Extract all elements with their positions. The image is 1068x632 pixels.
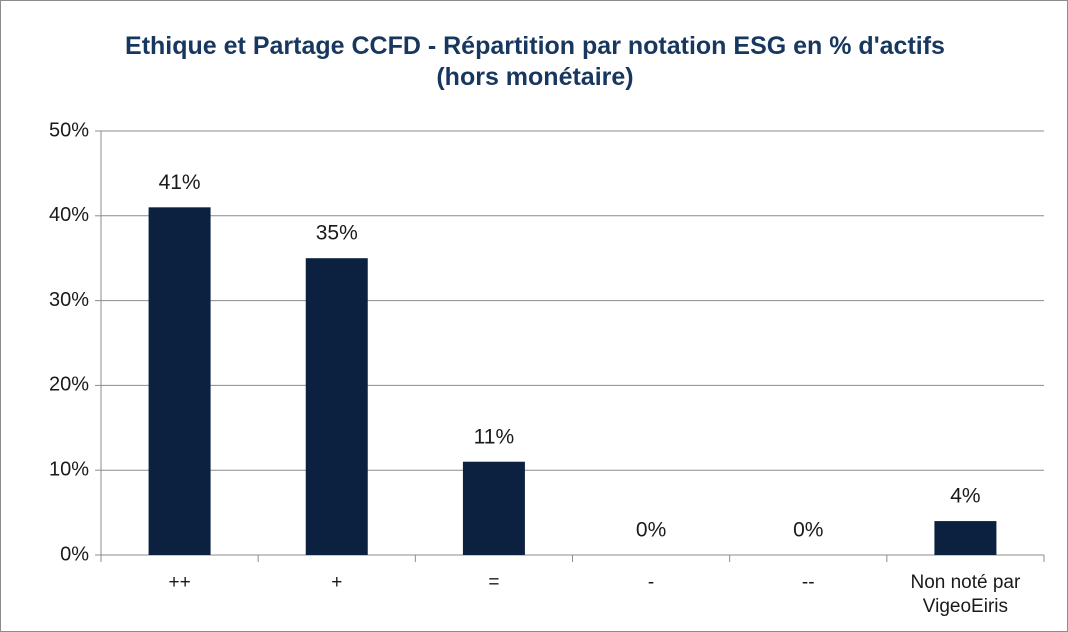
value-label: 35% — [316, 222, 358, 245]
bar — [305, 258, 368, 555]
value-label: 41% — [159, 171, 201, 194]
y-tick-label: 30% — [49, 289, 89, 311]
value-label: 4% — [950, 485, 980, 508]
y-tick-label: 20% — [49, 374, 89, 396]
y-tick-label: 10% — [49, 458, 89, 480]
y-tick-label: 0% — [60, 543, 89, 565]
bar — [462, 461, 525, 555]
x-tick-label: ++ — [168, 572, 191, 593]
x-tick-label: = — [488, 572, 500, 593]
x-tick-label: + — [331, 572, 343, 593]
value-label: 11% — [474, 425, 514, 448]
x-tick-label: - — [647, 572, 655, 593]
y-tick-label: 40% — [49, 204, 89, 226]
bar — [934, 521, 997, 555]
chart-title: Ethique et Partage CCFD - Répartition pa… — [125, 32, 945, 91]
y-tick-label: 50% — [49, 119, 89, 141]
x-tick-label: Non noté par VigeoEiris — [910, 572, 1021, 617]
bar — [148, 207, 211, 555]
x-tick-label: -- — [801, 572, 815, 593]
value-label: 0% — [636, 519, 666, 542]
value-label: 0% — [793, 519, 823, 542]
